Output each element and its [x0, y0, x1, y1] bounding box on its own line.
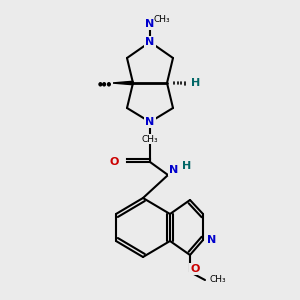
Text: H: H: [182, 161, 191, 171]
Text: N: N: [169, 165, 178, 175]
Text: H: H: [191, 78, 201, 88]
Text: CH₃: CH₃: [154, 14, 171, 23]
Text: ●●●: ●●●: [98, 82, 112, 86]
Text: N: N: [146, 19, 154, 29]
Polygon shape: [112, 81, 133, 85]
Text: CH₃: CH₃: [142, 134, 158, 143]
Text: CH₃: CH₃: [209, 275, 226, 284]
Text: O: O: [190, 264, 200, 274]
Text: N: N: [207, 235, 217, 245]
Text: O: O: [110, 157, 119, 167]
Text: N: N: [146, 117, 154, 127]
Text: N: N: [146, 37, 154, 47]
